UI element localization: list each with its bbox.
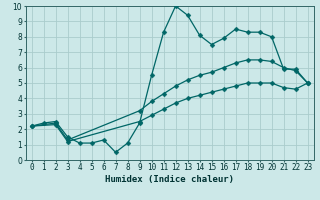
X-axis label: Humidex (Indice chaleur): Humidex (Indice chaleur) xyxy=(105,175,234,184)
